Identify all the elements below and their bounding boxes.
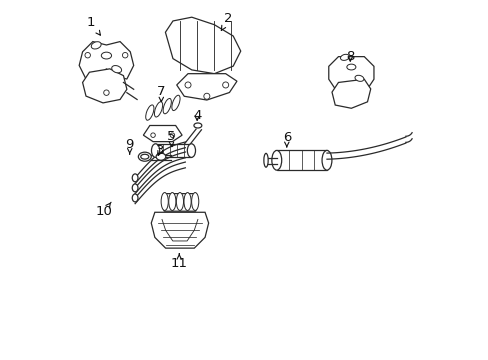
Ellipse shape bbox=[187, 144, 195, 157]
Text: 6: 6 bbox=[282, 131, 290, 147]
Circle shape bbox=[222, 82, 228, 88]
Polygon shape bbox=[82, 69, 126, 103]
Ellipse shape bbox=[194, 123, 202, 128]
Text: 8: 8 bbox=[346, 50, 354, 63]
Ellipse shape bbox=[340, 54, 348, 60]
Polygon shape bbox=[143, 126, 182, 141]
Ellipse shape bbox=[161, 193, 168, 211]
Ellipse shape bbox=[171, 95, 180, 111]
Circle shape bbox=[203, 93, 209, 99]
Ellipse shape bbox=[141, 154, 148, 159]
Circle shape bbox=[85, 53, 90, 58]
Text: 9: 9 bbox=[125, 138, 134, 154]
Ellipse shape bbox=[111, 66, 122, 73]
Ellipse shape bbox=[176, 193, 183, 211]
Text: 10: 10 bbox=[95, 202, 112, 218]
Ellipse shape bbox=[132, 184, 138, 192]
Circle shape bbox=[184, 82, 191, 88]
Ellipse shape bbox=[145, 105, 154, 120]
Circle shape bbox=[150, 133, 155, 138]
Ellipse shape bbox=[264, 153, 267, 167]
Polygon shape bbox=[165, 17, 240, 74]
Ellipse shape bbox=[132, 194, 138, 202]
Ellipse shape bbox=[138, 152, 151, 161]
Text: 2: 2 bbox=[221, 12, 232, 31]
Polygon shape bbox=[331, 79, 370, 108]
Bar bbox=[276, 150, 326, 170]
Polygon shape bbox=[176, 74, 237, 100]
Ellipse shape bbox=[163, 99, 171, 114]
Bar bbox=[155, 144, 191, 157]
Ellipse shape bbox=[271, 150, 281, 170]
Ellipse shape bbox=[168, 193, 176, 211]
Ellipse shape bbox=[91, 42, 101, 49]
Text: 3: 3 bbox=[156, 144, 164, 157]
Ellipse shape bbox=[101, 52, 111, 59]
Text: 7: 7 bbox=[157, 85, 165, 102]
Ellipse shape bbox=[354, 75, 363, 81]
Ellipse shape bbox=[156, 153, 165, 160]
FancyBboxPatch shape bbox=[163, 194, 196, 211]
Text: 11: 11 bbox=[170, 254, 187, 270]
Text: 5: 5 bbox=[166, 130, 175, 147]
Ellipse shape bbox=[183, 193, 191, 211]
Circle shape bbox=[103, 90, 109, 95]
Polygon shape bbox=[151, 212, 208, 248]
Text: 4: 4 bbox=[193, 109, 201, 122]
Ellipse shape bbox=[151, 144, 159, 157]
Ellipse shape bbox=[322, 150, 331, 170]
Circle shape bbox=[170, 133, 174, 138]
Ellipse shape bbox=[154, 102, 163, 117]
Polygon shape bbox=[328, 57, 373, 89]
Text: 1: 1 bbox=[86, 17, 100, 35]
Ellipse shape bbox=[132, 174, 138, 182]
Circle shape bbox=[122, 53, 128, 58]
Ellipse shape bbox=[191, 193, 198, 211]
Ellipse shape bbox=[346, 64, 355, 70]
Polygon shape bbox=[79, 41, 133, 79]
